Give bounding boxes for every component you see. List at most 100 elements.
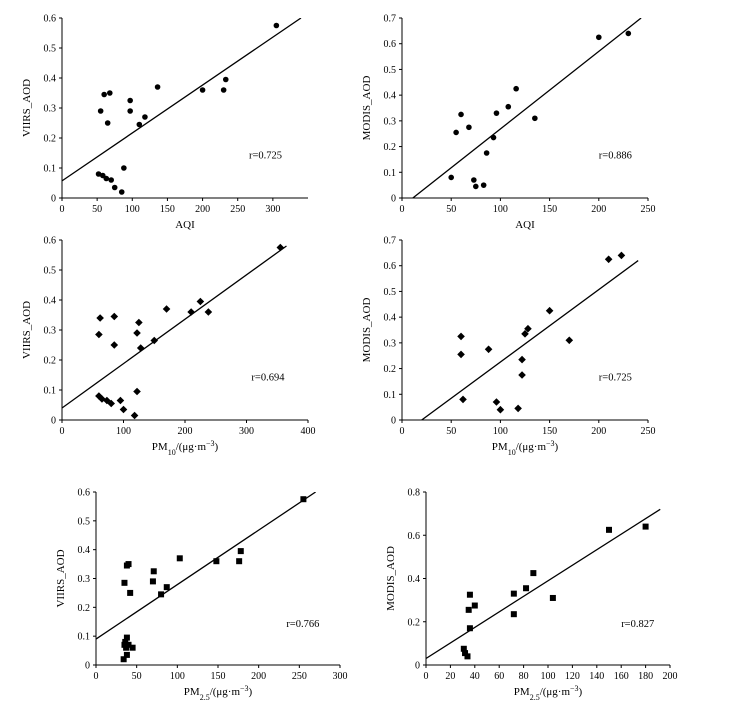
correlation-label: r=0.886 bbox=[599, 150, 632, 161]
chart-panel-modis-aqi: 0 50 100 150 200 250 0 0.1 0.2 0.3 0.4 0.5 0.6 0.7 AQI… bbox=[361, 14, 656, 232]
data-point bbox=[119, 405, 128, 414]
data-point bbox=[237, 548, 244, 555]
x-tick-label: 0 bbox=[60, 204, 65, 215]
x-tick-label: 40 bbox=[470, 671, 480, 682]
y-tick-label: 0.1 bbox=[78, 632, 91, 643]
x-tick-label: 200 bbox=[663, 671, 678, 682]
y-axis-title: MODIS_AOD bbox=[385, 546, 397, 611]
regression-line bbox=[421, 260, 639, 420]
x-tick-label: 0 bbox=[400, 204, 405, 215]
data-point bbox=[466, 124, 472, 131]
data-point bbox=[150, 568, 157, 575]
data-point bbox=[142, 114, 148, 120]
data-point bbox=[300, 496, 307, 503]
y-tick-label: 0 bbox=[415, 661, 420, 672]
data-point bbox=[213, 558, 220, 565]
data-point bbox=[490, 134, 497, 141]
x-tick-label: 200 bbox=[178, 426, 193, 437]
data-point bbox=[116, 396, 125, 405]
x-tick-label: 0 bbox=[424, 671, 429, 682]
data-point bbox=[492, 398, 501, 406]
y-tick-label: 0.4 bbox=[44, 296, 57, 307]
x-tick-label: 180 bbox=[638, 671, 653, 682]
x-tick-label: 120 bbox=[565, 671, 580, 682]
y-tick-label: 0.6 bbox=[44, 236, 57, 247]
regression-line bbox=[426, 508, 661, 660]
data-point bbox=[493, 110, 500, 116]
data-point bbox=[459, 395, 467, 404]
x-tick-label: 50 bbox=[132, 671, 142, 682]
x-tick-label: 250 bbox=[230, 204, 245, 215]
x-tick-label: 150 bbox=[160, 204, 175, 215]
x-tick-label: 250 bbox=[292, 671, 307, 682]
data-point bbox=[136, 121, 143, 128]
data-point bbox=[149, 578, 156, 585]
data-point bbox=[130, 411, 139, 420]
data-point bbox=[136, 344, 145, 352]
data-point bbox=[524, 324, 532, 333]
correlation-label: r=0.827 bbox=[621, 619, 654, 630]
data-point bbox=[545, 306, 554, 315]
x-tick-label: 100 bbox=[170, 671, 185, 682]
y-tick-label: 0.5 bbox=[44, 44, 57, 55]
data-point bbox=[163, 584, 170, 591]
correlation-label: r=0.694 bbox=[251, 372, 285, 383]
data-point bbox=[462, 650, 469, 657]
x-tick-label: 300 bbox=[265, 204, 280, 215]
y-tick-label: 0.6 bbox=[384, 39, 397, 50]
x-tick-label: 100 bbox=[493, 426, 508, 437]
data-point bbox=[104, 120, 111, 126]
data-point bbox=[106, 90, 113, 96]
data-point bbox=[642, 523, 649, 530]
data-point bbox=[121, 579, 128, 586]
y-tick-label: 0.6 bbox=[408, 531, 421, 542]
y-tick-label: 0.4 bbox=[384, 91, 397, 102]
data-point bbox=[276, 243, 285, 252]
data-point bbox=[107, 399, 115, 408]
y-tick-label: 0.1 bbox=[44, 386, 57, 397]
y-tick-label: 0.7 bbox=[384, 236, 397, 247]
y-tick-label: 0.2 bbox=[44, 134, 57, 145]
data-point bbox=[135, 318, 143, 327]
data-point bbox=[473, 183, 479, 190]
x-tick-label: 100 bbox=[116, 426, 131, 437]
x-tick-label: 0 bbox=[94, 671, 99, 682]
y-axis-title: VIIRS_AOD bbox=[55, 549, 67, 607]
x-tick-label: 150 bbox=[542, 426, 557, 437]
x-tick-label: 300 bbox=[333, 671, 348, 682]
y-tick-label: 0.7 bbox=[384, 14, 397, 25]
x-axis-title: AQI bbox=[175, 219, 195, 231]
y-axis-title: VIIRS_AOD bbox=[21, 301, 33, 359]
y-tick-label: 0.6 bbox=[384, 261, 397, 272]
data-point bbox=[122, 638, 129, 645]
data-point bbox=[187, 308, 195, 316]
y-tick-label: 0.3 bbox=[384, 338, 397, 349]
data-point bbox=[521, 330, 529, 338]
x-axis-title: PM10/(μg·m−3) bbox=[492, 439, 559, 457]
y-tick-label: 0.2 bbox=[408, 617, 421, 628]
data-point bbox=[471, 177, 477, 183]
data-point bbox=[518, 355, 526, 364]
x-tick-label: 100 bbox=[541, 671, 556, 682]
data-point bbox=[471, 602, 478, 609]
data-point bbox=[95, 171, 102, 177]
y-axis-title: MODIS_AOD bbox=[361, 298, 373, 363]
y-tick-label: 0.5 bbox=[384, 65, 397, 76]
y-tick-label: 0.4 bbox=[408, 574, 421, 585]
y-tick-label: 0.5 bbox=[384, 287, 397, 298]
data-point bbox=[510, 611, 517, 618]
y-tick-label: 0.1 bbox=[44, 164, 57, 175]
x-tick-label: 200 bbox=[591, 204, 606, 215]
x-axis-title: PM10/(μg·m−3) bbox=[152, 439, 219, 457]
x-tick-label: 140 bbox=[589, 671, 604, 682]
x-tick-label: 250 bbox=[641, 426, 656, 437]
data-point bbox=[129, 644, 136, 651]
data-point bbox=[127, 589, 134, 596]
y-axis-title: MODIS_AOD bbox=[361, 76, 373, 141]
data-point bbox=[162, 305, 171, 313]
y-tick-label: 0.3 bbox=[78, 574, 91, 585]
chart-panel-viirs-pm25: 0 50 100 150 200 250 300 0 0.1 0.2 0.3 0.4 0.5 0.6 PM2… bbox=[55, 488, 348, 702]
data-point bbox=[111, 184, 118, 191]
y-tick-label: 0.6 bbox=[44, 14, 57, 25]
data-point bbox=[530, 570, 537, 577]
